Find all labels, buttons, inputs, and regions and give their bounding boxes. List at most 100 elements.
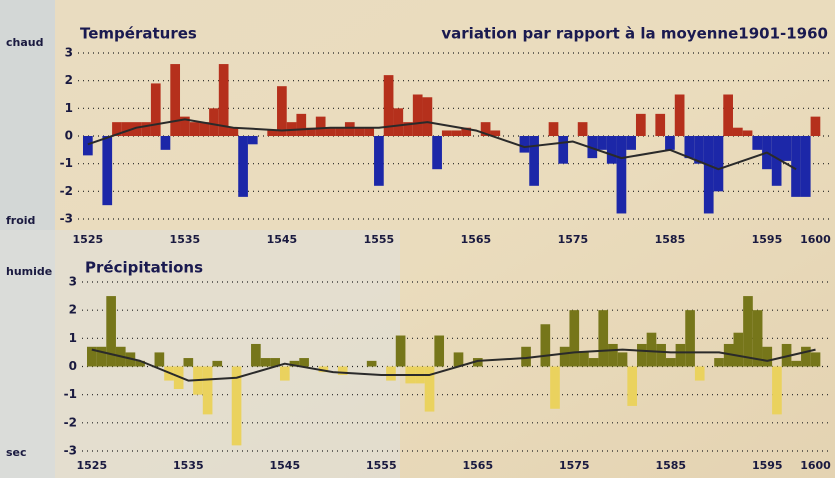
x-tick-label: 1545 (267, 233, 298, 246)
x-tick-label: 1555 (364, 233, 395, 246)
bar (396, 336, 406, 367)
bar (413, 95, 423, 137)
x-tick-label: 1595 (752, 459, 783, 472)
x-tick-label: 1585 (655, 459, 686, 472)
bar (355, 128, 365, 136)
bar (656, 344, 666, 367)
bar (579, 352, 589, 366)
bar (637, 344, 647, 367)
x-tick-label: 1525 (77, 459, 108, 472)
y-tick-label: 0 (65, 129, 73, 143)
y-tick-label: -1 (60, 156, 73, 170)
bar (695, 367, 705, 381)
x-tick-label: 1565 (461, 233, 492, 246)
bar (151, 83, 161, 136)
bar (607, 136, 617, 164)
bar (238, 136, 248, 197)
bar (676, 344, 686, 367)
bar (617, 136, 627, 213)
bar (684, 136, 694, 158)
y-tick-label: -2 (60, 184, 73, 198)
chart-subtitle: variation par rapport à la moyenne1901-1… (441, 25, 828, 43)
bar (229, 128, 239, 136)
bar (212, 361, 222, 367)
bar (520, 136, 530, 153)
bar (685, 310, 695, 366)
bar (280, 367, 290, 381)
bar (704, 136, 714, 213)
x-tick-label: 1595 (752, 233, 783, 246)
bar (432, 136, 442, 169)
low-label: froid (6, 214, 35, 227)
bar (299, 358, 309, 366)
bar (434, 336, 444, 367)
x-tick-label: 1600 (800, 233, 831, 246)
bar (781, 136, 791, 161)
bar (102, 136, 112, 205)
bar (367, 361, 377, 367)
bar (209, 108, 219, 136)
bar (454, 352, 464, 366)
bar (393, 108, 403, 136)
bar (155, 352, 165, 366)
x-tick-label: 1575 (559, 459, 590, 472)
y-tick-label: 3 (69, 275, 77, 289)
y-tick-label: -2 (64, 415, 77, 429)
x-tick-label: 1555 (366, 459, 397, 472)
bar (608, 344, 618, 367)
chart-title: Précipitations (85, 259, 203, 277)
x-tick-label: 1585 (655, 233, 686, 246)
bar (141, 122, 151, 136)
bar (442, 130, 452, 136)
bar (589, 358, 599, 366)
bar (714, 358, 724, 366)
bar (618, 352, 628, 366)
bar (791, 361, 801, 367)
bar (423, 97, 433, 136)
bar (374, 136, 384, 186)
high-label: chaud (6, 36, 43, 49)
bar (675, 95, 685, 137)
bar (251, 344, 261, 367)
bar (261, 358, 271, 366)
x-tick-label: 1525 (73, 233, 104, 246)
y-tick-label: 1 (69, 331, 77, 345)
bar (529, 136, 539, 186)
bar (326, 128, 336, 136)
bar (541, 324, 551, 366)
x-tick-label: 1545 (269, 459, 300, 472)
bar (811, 117, 821, 136)
chart: Températuresvariation par rapport à la m… (0, 0, 835, 478)
bar (752, 136, 762, 150)
bar (296, 114, 306, 136)
bar (521, 347, 531, 367)
bar (560, 347, 570, 367)
bar (733, 128, 743, 136)
bar (772, 367, 782, 415)
y-tick-label: -1 (64, 387, 77, 401)
bar (666, 358, 676, 366)
bar (183, 358, 193, 366)
bar (386, 367, 396, 381)
bar (743, 130, 753, 136)
x-tick-label: 1575 (558, 233, 589, 246)
bar (627, 367, 637, 406)
bar (801, 136, 811, 197)
bar (626, 136, 636, 150)
bar (549, 122, 559, 136)
bar (97, 347, 107, 367)
bar (636, 114, 646, 136)
bar (190, 122, 200, 136)
bar (203, 367, 213, 415)
bar (248, 136, 258, 144)
bar (452, 130, 462, 136)
low-label: sec (6, 446, 27, 459)
high-label: humide (6, 265, 52, 278)
bar (723, 95, 733, 137)
bar (550, 367, 560, 409)
bar (655, 114, 665, 136)
bar (267, 130, 277, 136)
bar (762, 347, 772, 367)
bar (714, 136, 724, 191)
bar (569, 310, 579, 366)
